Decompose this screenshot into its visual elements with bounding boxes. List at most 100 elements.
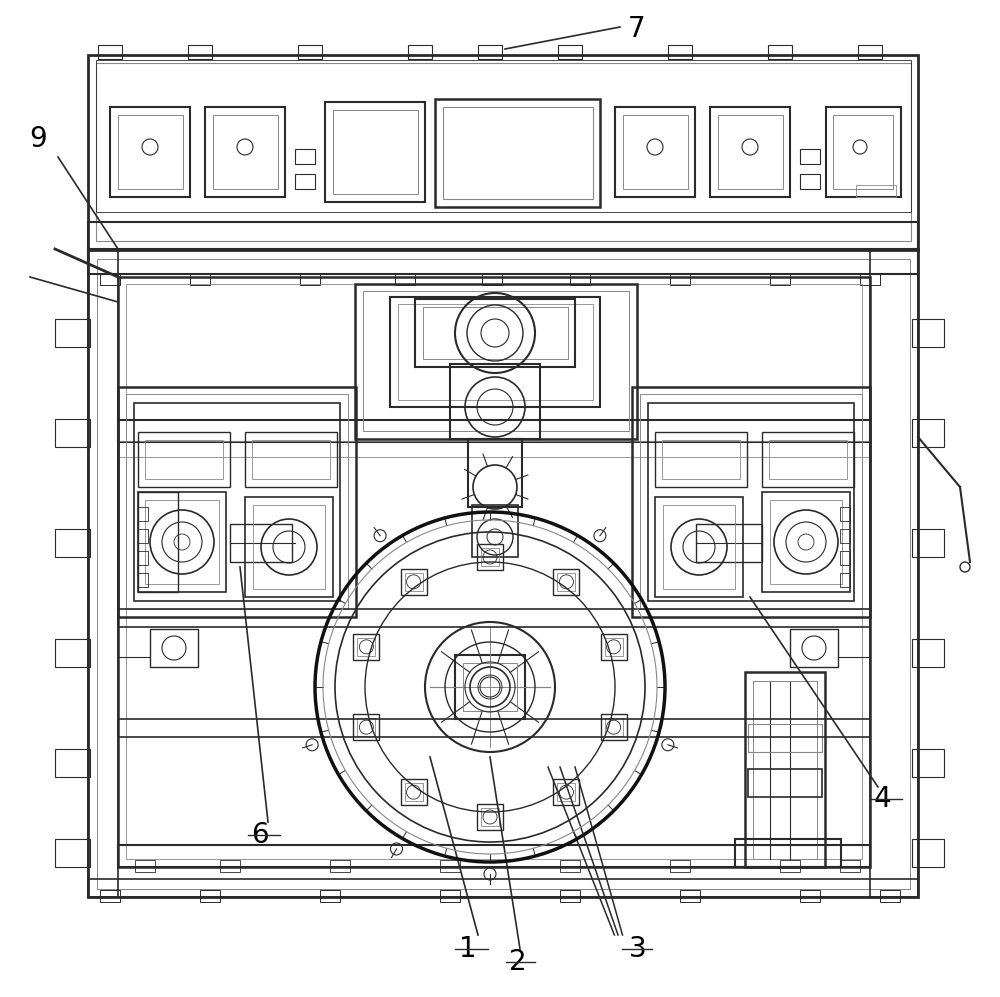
Bar <box>295 174 315 189</box>
Bar <box>190 273 210 285</box>
Bar <box>632 387 870 617</box>
Bar <box>200 890 220 902</box>
Bar <box>790 629 838 667</box>
Text: 7: 7 <box>628 15 646 43</box>
Bar <box>770 500 842 584</box>
Bar <box>912 319 944 347</box>
Bar <box>481 548 499 566</box>
Bar <box>88 249 118 897</box>
Bar <box>826 107 901 197</box>
Bar <box>100 890 120 902</box>
Bar <box>245 497 333 597</box>
Bar <box>118 441 870 457</box>
Bar <box>138 573 148 587</box>
Bar <box>88 879 918 897</box>
Bar <box>55 419 90 447</box>
Bar <box>840 507 850 521</box>
Bar <box>401 569 427 595</box>
Bar <box>245 432 337 487</box>
Bar <box>118 277 870 867</box>
Bar <box>560 890 580 902</box>
Bar <box>333 110 418 194</box>
Bar <box>55 839 90 867</box>
Bar <box>138 492 226 592</box>
Bar <box>440 890 460 902</box>
Bar <box>735 839 841 867</box>
Bar <box>118 609 870 627</box>
Text: 2: 2 <box>509 948 527 976</box>
Bar <box>800 174 820 189</box>
Bar <box>662 440 740 479</box>
Bar <box>405 784 423 802</box>
Bar <box>88 55 918 250</box>
Bar <box>601 634 627 660</box>
Bar <box>455 655 525 719</box>
Bar <box>840 551 850 565</box>
Bar <box>138 432 230 487</box>
Bar <box>477 544 503 570</box>
Bar <box>670 273 690 285</box>
Bar <box>912 419 944 447</box>
Bar <box>472 505 518 557</box>
Bar <box>300 273 320 285</box>
Bar <box>98 45 122 59</box>
Bar <box>398 304 593 400</box>
Bar <box>253 505 325 589</box>
Bar <box>912 749 944 777</box>
Bar <box>840 860 860 872</box>
Bar <box>330 860 350 872</box>
Bar <box>870 249 918 897</box>
Bar <box>668 45 692 59</box>
Bar <box>118 845 870 867</box>
Bar <box>718 115 783 189</box>
Bar <box>401 780 427 806</box>
Bar <box>353 634 379 660</box>
Bar <box>118 420 870 442</box>
Bar <box>912 639 944 667</box>
Bar <box>55 529 90 557</box>
Bar <box>138 492 178 592</box>
Bar <box>126 284 862 859</box>
Text: 3: 3 <box>629 935 647 963</box>
Bar <box>145 500 219 584</box>
Bar <box>126 394 348 609</box>
Bar <box>762 432 854 487</box>
Bar <box>680 890 700 902</box>
Bar <box>912 529 944 557</box>
Bar <box>560 860 580 872</box>
Bar <box>390 297 600 407</box>
Bar <box>623 115 688 189</box>
Bar <box>655 432 747 487</box>
Bar <box>553 780 579 806</box>
Bar <box>443 107 593 199</box>
Bar <box>423 307 568 359</box>
Bar <box>150 629 198 667</box>
Bar <box>405 573 423 591</box>
Bar <box>710 107 790 197</box>
Bar <box>640 394 862 609</box>
Bar <box>858 45 882 59</box>
Bar <box>138 529 148 543</box>
Bar <box>435 99 600 207</box>
Bar <box>213 115 278 189</box>
Bar <box>96 63 911 241</box>
Bar <box>55 639 90 667</box>
Bar <box>118 115 183 189</box>
Bar <box>477 804 503 830</box>
Bar <box>557 573 575 591</box>
Bar <box>745 672 825 867</box>
Bar <box>605 638 623 656</box>
Bar <box>145 440 223 479</box>
Bar <box>55 749 90 777</box>
Bar <box>138 551 148 565</box>
Bar <box>670 860 690 872</box>
Bar <box>553 569 579 595</box>
Bar <box>558 45 582 59</box>
Bar <box>230 524 292 562</box>
Bar <box>205 107 285 197</box>
Bar <box>840 529 850 543</box>
Bar <box>118 387 356 617</box>
Bar <box>753 681 817 859</box>
Bar <box>295 149 315 164</box>
Bar <box>800 149 820 164</box>
